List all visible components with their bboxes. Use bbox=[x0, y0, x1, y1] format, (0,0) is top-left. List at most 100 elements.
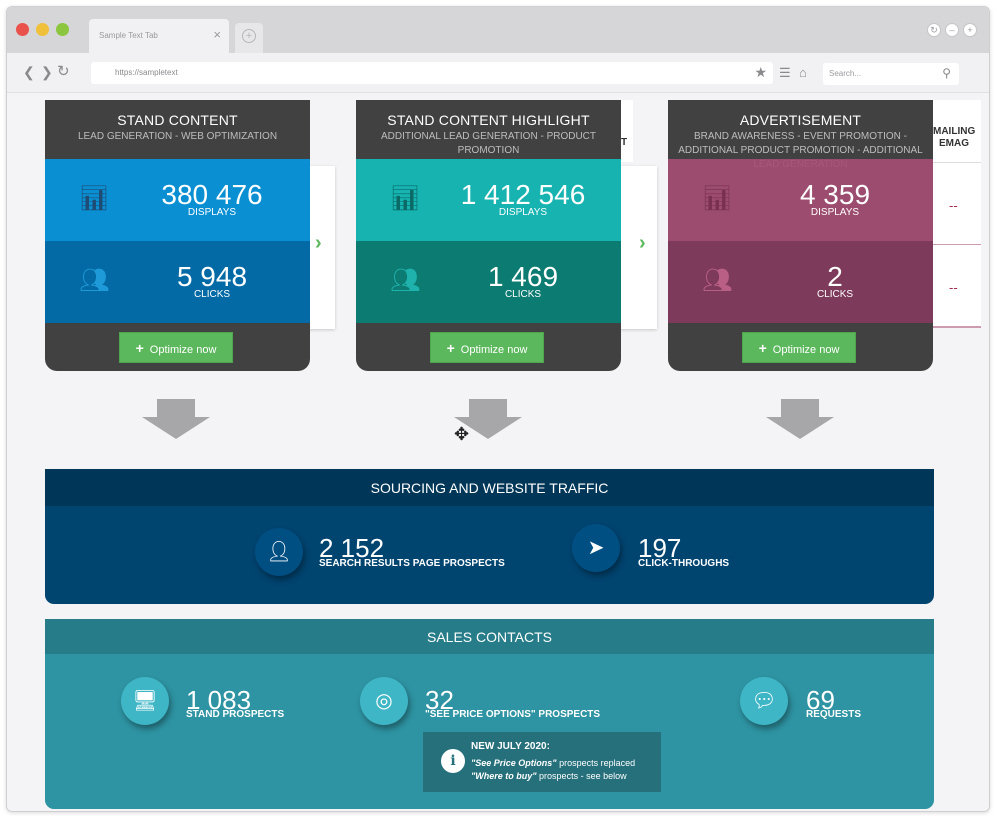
browser-window: Sample Text Tab × + ↻ – + ❮ ❯ ↻ https://… bbox=[6, 6, 990, 812]
add-icon[interactable]: + bbox=[963, 23, 977, 37]
stand-content-highlight-card: STAND CONTENT HIGHLIGHT ADDITIONAL LEAD … bbox=[356, 100, 621, 371]
users-icon: 👥︎ bbox=[702, 267, 732, 295]
sourcing-header: SOURCING AND WEBSITE TRAFFIC bbox=[45, 469, 934, 506]
clicks-label: CLICKS bbox=[458, 289, 588, 300]
card-title: ADVERTISEMENT bbox=[668, 112, 933, 128]
monitor-icon: 🖥︎ bbox=[121, 677, 169, 725]
divider bbox=[931, 244, 981, 245]
back-icon[interactable]: ❮ bbox=[23, 65, 35, 79]
sales-contacts-panel: SALES CONTACTS 🖥︎ 1 083 STAND PROSPECTS … bbox=[45, 619, 934, 809]
tab-close-icon[interactable]: × bbox=[213, 27, 221, 42]
users-icon: 👥︎ bbox=[390, 267, 420, 295]
displays-label: DISPLAYS bbox=[770, 207, 900, 218]
menu-icon[interactable]: ☰ bbox=[779, 65, 791, 81]
forward-icon[interactable]: ❯ bbox=[41, 65, 53, 79]
slide-panel-2-header: T bbox=[619, 100, 633, 162]
new-july-2020-note: i NEW JULY 2020: "See Price Options" pro… bbox=[423, 732, 661, 792]
note-line-1: "See Price Options" prospects replaced bbox=[471, 758, 635, 768]
sales-header: SALES CONTACTS bbox=[45, 619, 934, 654]
browser-tab[interactable]: Sample Text Tab × bbox=[89, 19, 229, 53]
optimize-now-button[interactable]: + Optimize now bbox=[430, 332, 544, 363]
empty-value-dash: -- bbox=[949, 198, 958, 213]
plus-icon: + bbox=[447, 340, 455, 356]
cursor-pointer-icon: ➤ bbox=[572, 524, 620, 572]
note-emphasis: "Where to buy" bbox=[471, 771, 537, 781]
displays-label: DISPLAYS bbox=[458, 207, 588, 218]
bookmark-star-icon[interactable]: ★ bbox=[754, 64, 767, 81]
plus-icon: + bbox=[136, 340, 144, 356]
displays-metric: 📊︎ 1 412 546 DISPLAYS bbox=[356, 159, 621, 241]
move-cursor-icon: ✥ bbox=[454, 424, 469, 445]
search-icon: ⚲ bbox=[942, 66, 951, 80]
next-chevron-icon[interactable]: › bbox=[639, 232, 646, 255]
stand-content-card: STAND CONTENT LEAD GENERATION - WEB OPTI… bbox=[45, 100, 310, 371]
prospects-label: SEARCH RESULTS PAGE PROSPECTS bbox=[319, 558, 505, 569]
card-subtitle: ADDITIONAL LEAD GENERATION - PRODUCT PRO… bbox=[366, 130, 611, 158]
section-title: SOURCING AND WEBSITE TRAFFIC bbox=[45, 480, 934, 496]
chat-icon: 💬︎ bbox=[740, 677, 788, 725]
slide-panel-1: › bbox=[307, 166, 335, 329]
note-text: prospects - see below bbox=[537, 771, 627, 781]
price-options-label: "SEE PRICE OPTIONS" PROSPECTS bbox=[425, 709, 600, 720]
address-bar[interactable]: https://sampletext ★ bbox=[91, 62, 773, 84]
clicks-metric: 👥︎ 1 469 CLICKS bbox=[356, 241, 621, 323]
search-input[interactable]: Search... ⚲ bbox=[823, 63, 959, 85]
users-icon: 👥︎ bbox=[79, 267, 109, 295]
card-title: STAND CONTENT bbox=[45, 112, 310, 128]
info-icon: i bbox=[441, 749, 465, 773]
optimize-now-button[interactable]: + Optimize now bbox=[119, 332, 233, 363]
search-placeholder: Search... bbox=[829, 69, 861, 78]
title-bar: Sample Text Tab × + ↻ – + bbox=[7, 7, 989, 53]
section-title: SALES CONTACTS bbox=[45, 629, 934, 645]
clicks-label: CLICKS bbox=[770, 289, 900, 300]
home-icon[interactable]: ⌂ bbox=[799, 65, 807, 80]
card-title: STAND CONTENT HIGHLIGHT bbox=[356, 112, 621, 128]
partial-header-mailing: MAILING bbox=[933, 126, 975, 137]
minimize-window-button[interactable] bbox=[36, 23, 49, 36]
displays-metric: 📊︎ 4 359 DISPLAYS bbox=[668, 159, 933, 241]
user-icon: 👤︎ bbox=[255, 528, 303, 576]
plus-icon: + bbox=[759, 340, 767, 356]
target-icon: ◎ bbox=[360, 677, 408, 725]
partial-header-emag: EMAG bbox=[939, 138, 969, 149]
mailing-emag-panel: MAILING EMAG -- -- bbox=[931, 100, 981, 328]
clicks-metric: 👥︎ 2 CLICKS bbox=[668, 241, 933, 323]
optimize-now-label: Optimize now bbox=[461, 344, 528, 356]
plus-icon: + bbox=[242, 29, 256, 43]
note-emphasis: "See Price Options" bbox=[471, 758, 557, 768]
new-tab-button[interactable]: + bbox=[235, 23, 263, 53]
reload-icon[interactable]: ↻ bbox=[57, 65, 70, 79]
divider bbox=[931, 326, 981, 328]
browser-toolbar: ❮ ❯ ↻ https://sampletext ★ ☰ ⌂ Search...… bbox=[7, 53, 989, 93]
close-window-button[interactable] bbox=[16, 23, 29, 36]
maximize-window-button[interactable] bbox=[56, 23, 69, 36]
minimize-icon[interactable]: – bbox=[945, 23, 959, 37]
sourcing-traffic-panel: SOURCING AND WEBSITE TRAFFIC 👤︎ 2 152 SE… bbox=[45, 469, 934, 604]
stand-prospects-label: STAND PROSPECTS bbox=[186, 709, 284, 720]
optimize-now-label: Optimize now bbox=[773, 344, 840, 356]
clicks-label: CLICKS bbox=[147, 289, 277, 300]
clicks-metric: 👥︎ 5 948 CLICKS bbox=[45, 241, 310, 323]
advertisement-card: ADVERTISEMENT BRAND AWARENESS - EVENT PR… bbox=[668, 100, 933, 371]
displays-label: DISPLAYS bbox=[147, 207, 277, 218]
note-line-2: "Where to buy" prospects - see below bbox=[471, 771, 627, 781]
tab-title: Sample Text Tab bbox=[99, 31, 158, 40]
partial-header-text: T bbox=[621, 137, 627, 148]
optimize-now-button[interactable]: + Optimize now bbox=[742, 332, 856, 363]
note-text: prospects replaced bbox=[557, 758, 636, 768]
note-title: NEW JULY 2020: bbox=[471, 741, 550, 752]
bar-chart-icon: 📊︎ bbox=[390, 185, 420, 213]
page-content: › T › MAILING EMAG -- -- STAND CONTENT L… bbox=[7, 94, 989, 812]
empty-value-dash: -- bbox=[949, 280, 958, 295]
requests-label: REQUESTS bbox=[806, 709, 861, 720]
bar-chart-icon: 📊︎ bbox=[702, 185, 732, 213]
restore-icon[interactable]: ↻ bbox=[927, 23, 941, 37]
divider bbox=[931, 162, 981, 163]
optimize-now-label: Optimize now bbox=[150, 344, 217, 356]
url-text: https://sampletext bbox=[115, 68, 178, 77]
card-subtitle: LEAD GENERATION - WEB OPTIMIZATION bbox=[55, 130, 300, 144]
slide-panel-2: › bbox=[619, 166, 657, 329]
click-throughs-label: CLICK-THROUGHS bbox=[638, 558, 729, 569]
next-chevron-icon[interactable]: › bbox=[315, 232, 322, 255]
displays-metric: 📊︎ 380 476 DISPLAYS bbox=[45, 159, 310, 241]
